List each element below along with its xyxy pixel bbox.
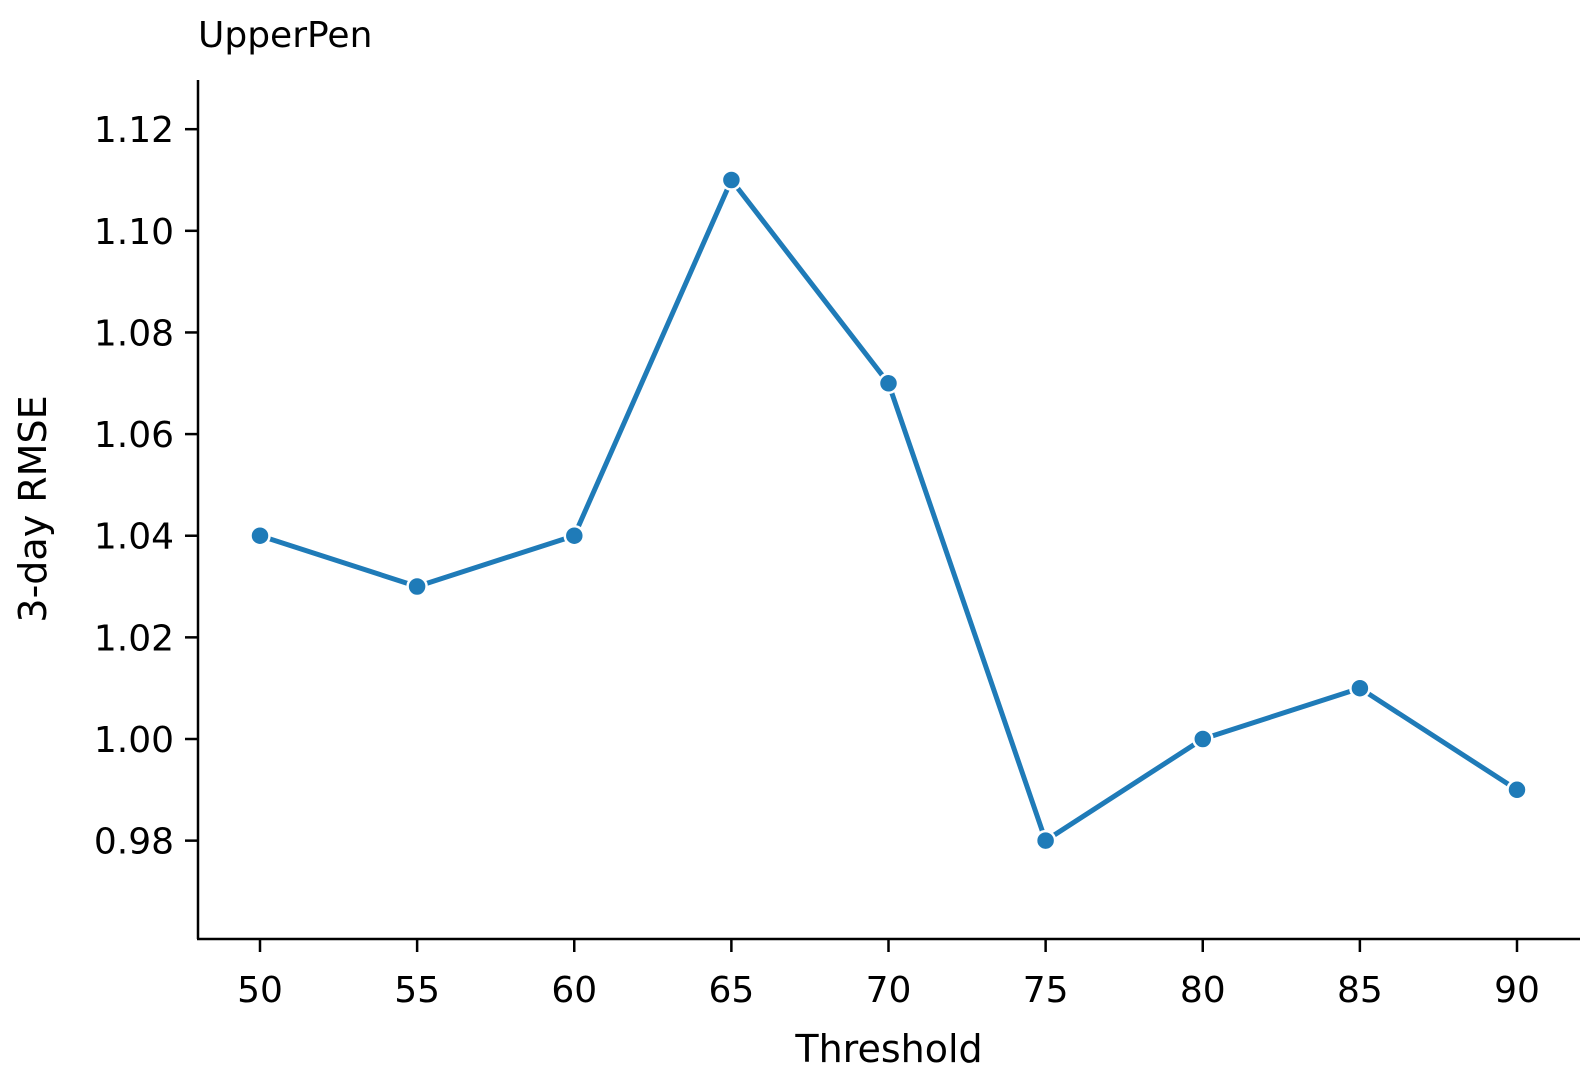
data-point: [1349, 677, 1371, 699]
x-axis-title: Threshold: [794, 1027, 982, 1071]
y-tick-label: 1.10: [94, 212, 174, 253]
y-tick-label: 1.00: [94, 720, 174, 761]
x-tick-label: 50: [237, 970, 283, 1011]
y-tick-label: 1.04: [94, 517, 174, 558]
data-point: [563, 524, 586, 547]
data-point: [406, 575, 428, 598]
data-point: [1506, 779, 1528, 801]
data-point: [720, 169, 743, 191]
x-tick-label: 80: [1180, 970, 1226, 1011]
y-tick-label: 1.12: [94, 110, 174, 151]
y-axis-ticks: 0.98 1.00 1.02 1.04 1.06 1.08 1.10 1.12: [94, 110, 198, 863]
y-axis-title: 3-day RMSE: [11, 395, 55, 622]
x-tick-label: 70: [866, 970, 912, 1011]
y-tick-label: 1.06: [94, 415, 174, 456]
x-axis-ticks: 50 55 60 65 70 75 80 85 90: [237, 939, 1540, 1011]
x-tick-label: 65: [708, 970, 754, 1011]
data-point: [1034, 829, 1057, 852]
series-group: [249, 169, 1528, 852]
series-line: [259, 177, 1519, 844]
chart-title: UpperPen: [198, 15, 372, 56]
y-tick-label: 0.98: [94, 822, 174, 863]
x-tick-label: 60: [551, 970, 597, 1011]
data-point: [249, 524, 271, 547]
x-tick-label: 85: [1337, 970, 1383, 1011]
data-point: [1192, 728, 1214, 750]
y-tick-label: 1.08: [94, 313, 174, 354]
data-point: [877, 372, 900, 395]
y-tick-label: 1.02: [94, 618, 174, 659]
x-tick-label: 75: [1023, 970, 1069, 1011]
x-tick-label: 55: [394, 970, 440, 1011]
x-tick-label: 90: [1494, 970, 1540, 1011]
